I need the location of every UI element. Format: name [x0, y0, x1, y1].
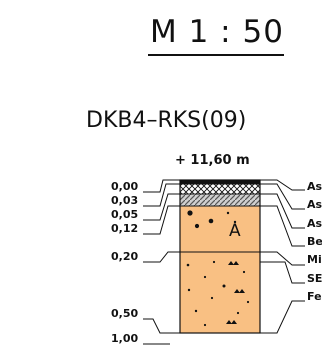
- depth-label-2: 0,05: [111, 208, 139, 221]
- elevation-label: + 11,60 m: [175, 153, 250, 168]
- side-label-0: As: [307, 180, 322, 193]
- depth-label-1: 0,03: [111, 194, 139, 207]
- depth-label-5: 0,50: [111, 307, 139, 320]
- side-label-1: As: [307, 198, 322, 211]
- scale-underline: [148, 54, 284, 56]
- side-label-3: Be: [307, 235, 322, 248]
- layer-dark-top: [180, 180, 260, 184]
- depth-label-0: 0,00: [111, 180, 139, 193]
- layer-sand-upper: [180, 206, 260, 252]
- depth-label-6: 1,00: [111, 332, 139, 345]
- side-label-2: As: [307, 217, 322, 230]
- layer-symbol-a: A: [229, 221, 241, 241]
- side-label-5: SE: [307, 272, 322, 285]
- layer-sand-lower: [180, 252, 260, 333]
- side-label-4: Mi: [307, 253, 322, 266]
- depth-label-4: 0,20: [111, 250, 139, 263]
- scale-label: M 1 : 50: [150, 14, 284, 50]
- depth-label-3: 0,12: [111, 222, 139, 235]
- side-label-6: Fe: [307, 290, 322, 303]
- profile-title: DKB4–RKS(09): [86, 108, 247, 133]
